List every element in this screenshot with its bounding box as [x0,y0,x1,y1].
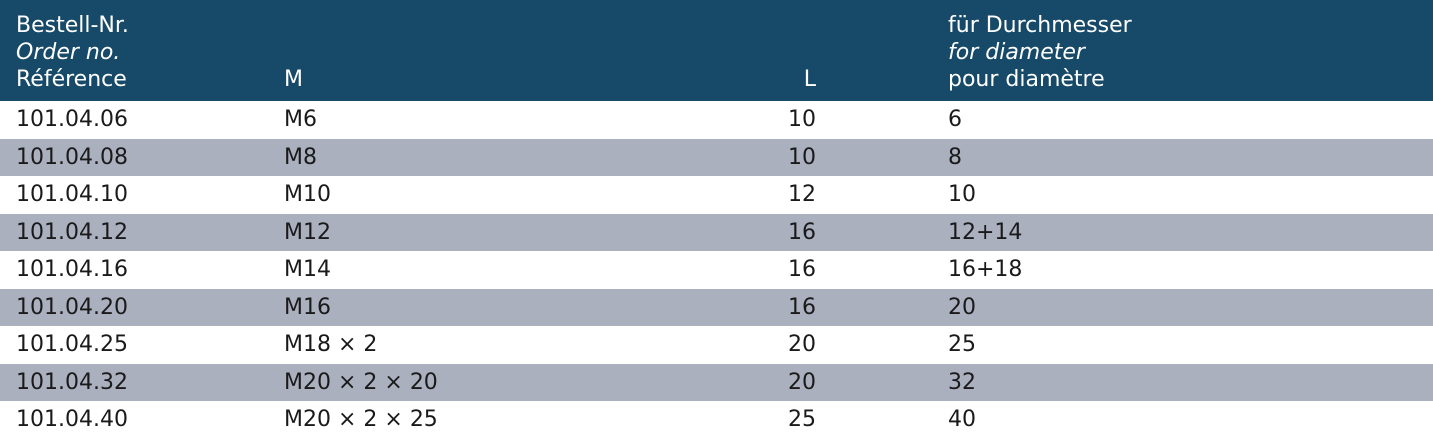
cell-diameter: 40 [948,407,976,432]
header-m: M [284,67,303,92]
cell-l: 20 [788,332,816,357]
cell-m: M12 [284,219,331,245]
cell-l: 10 [788,107,816,132]
cell-order: 101.04.06 [16,107,128,132]
header-dia-en: for diameter [948,40,1085,65]
cell-diameter: 20 [948,294,976,320]
cell-order: 101.04.40 [16,407,128,432]
cell-diameter: 32 [948,369,976,395]
cell-order: 101.04.25 [16,332,128,357]
header-order-fr: Référence [16,67,127,92]
cell-diameter: 12+14 [948,219,1023,245]
cell-l: 16 [788,219,816,245]
cell-m: M20 × 2 × 25 [284,407,438,432]
header-order-en: Order no. [16,40,121,65]
cell-m: M20 × 2 × 20 [284,369,438,395]
table-row: 101.04.06 M6 10 6 [0,101,1433,139]
cell-m: M16 [284,294,331,320]
table-header: Bestell-Nr. Order no. Référence M L für … [0,0,1433,101]
table-row: 101.04.25 M18 × 2 20 25 [0,326,1433,364]
cell-order: 101.04.32 [16,369,128,395]
table-row: 101.04.08 M8 10 8 [0,138,1433,176]
cell-m: M18 × 2 [284,332,378,357]
cell-m: M14 [284,257,331,282]
cell-m: M8 [284,144,317,170]
header-dia-de: für Durchmesser [948,13,1132,38]
cell-m: M10 [284,182,331,207]
cell-diameter: 25 [948,332,976,357]
cell-order: 101.04.20 [16,294,128,320]
cell-diameter: 10 [948,182,976,207]
cell-diameter: 6 [948,107,962,132]
cell-l: 16 [788,294,816,320]
cell-m: M6 [284,107,317,132]
cell-order: 101.04.12 [16,219,128,245]
table-row: 101.04.16 M14 16 16+18 [0,251,1433,289]
header-order-number: Bestell-Nr. Order no. Référence [16,12,129,93]
cell-order: 101.04.16 [16,257,128,282]
cell-l: 16 [788,257,816,282]
cell-order: 101.04.08 [16,144,128,170]
table-row: 101.04.20 M16 16 20 [0,288,1433,326]
cell-diameter: 16+18 [948,257,1023,282]
header-order-de: Bestell-Nr. [16,13,129,38]
table-row: 101.04.32 M20 × 2 × 20 20 32 [0,363,1433,401]
table-row: 101.04.40 M20 × 2 × 25 25 40 [0,401,1433,439]
cell-order: 101.04.10 [16,182,128,207]
cell-diameter: 8 [948,144,962,170]
cell-l: 25 [788,407,816,432]
table-row: 101.04.12 M12 16 12+14 [0,213,1433,251]
header-l: L [803,67,816,92]
cell-l: 20 [788,369,816,395]
header-dia-fr: pour diamètre [948,67,1105,92]
cell-l: 10 [788,144,816,170]
table-row: 101.04.10 M10 12 10 [0,176,1433,214]
header-diameter: für Durchmesser for diameter pour diamèt… [948,12,1132,93]
cell-l: 12 [788,182,816,207]
